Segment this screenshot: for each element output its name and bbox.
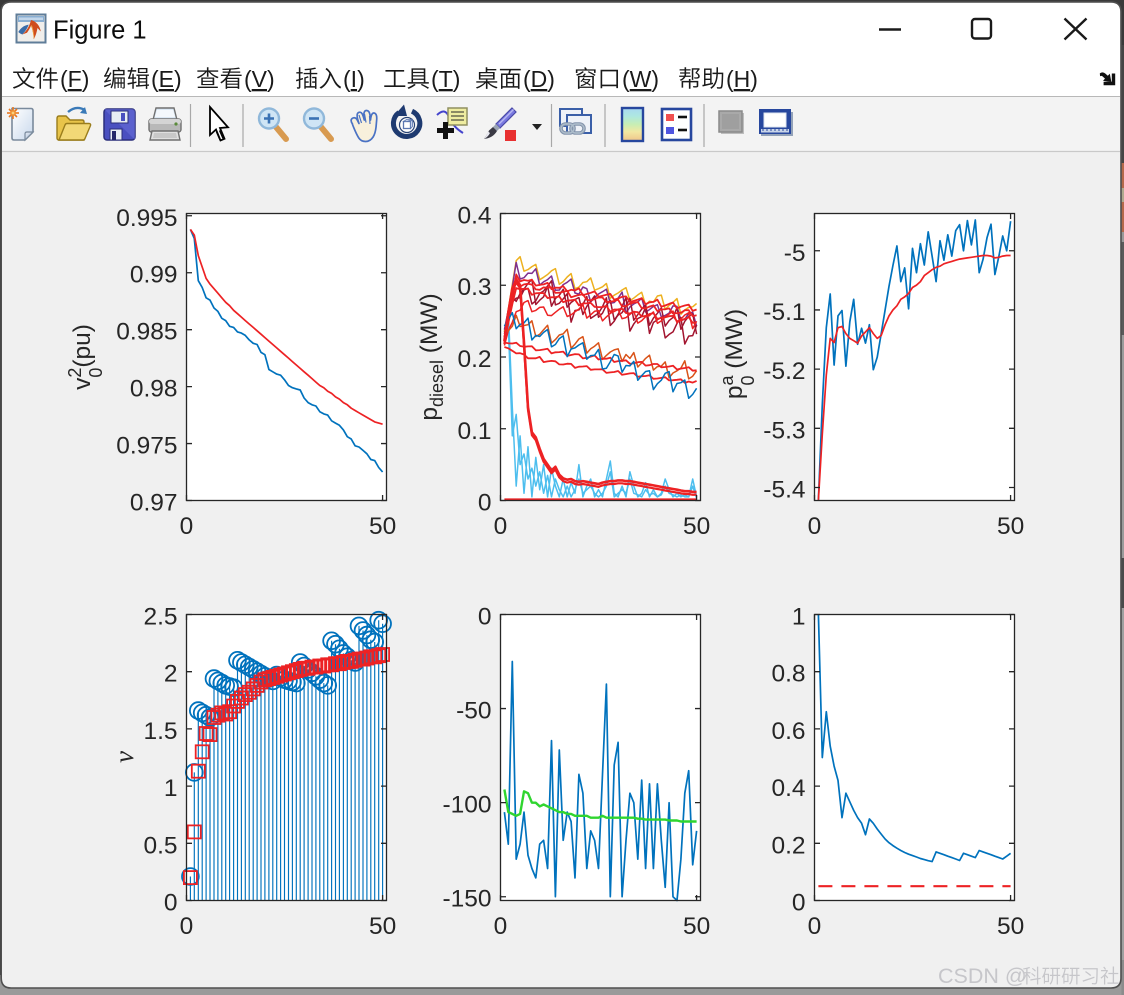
svg-text:(T): (T) [431,66,460,92]
svg-text:CSDN @: CSDN @ [938,964,1027,988]
svg-text:0: 0 [494,913,508,940]
svg-text:0.985: 0.985 [116,319,177,346]
svg-text:50: 50 [683,513,710,540]
svg-text:(E): (E) [151,66,182,92]
svg-text:0.3: 0.3 [457,274,491,301]
svg-text:0.99: 0.99 [130,262,178,289]
svg-text:0.97: 0.97 [130,490,178,517]
svg-text:0.8: 0.8 [771,661,805,688]
svg-text:0.2: 0.2 [457,346,491,373]
svg-text:Figure 1: Figure 1 [53,17,147,45]
svg-text:1: 1 [164,775,178,802]
svg-text:(V): (V) [244,66,275,92]
svg-text:-50: -50 [456,698,491,725]
svg-text:pdiesel (MW): pdiesel (MW) [416,293,447,420]
svg-text:0.2: 0.2 [771,832,805,859]
svg-text:2: 2 [164,661,178,688]
svg-text:(H): (H) [726,66,758,92]
svg-text:0.4: 0.4 [771,775,805,802]
svg-text:0.5: 0.5 [143,832,177,859]
svg-text:-5: -5 [784,240,806,267]
svg-text:-100: -100 [442,792,491,819]
svg-text:0: 0 [792,890,806,917]
svg-text:(F): (F) [60,66,89,92]
svg-text:50: 50 [369,913,396,940]
svg-text:-5.4: -5.4 [763,477,805,504]
svg-text:0: 0 [808,913,822,940]
svg-text:-150: -150 [442,886,491,913]
svg-text:0.4: 0.4 [457,203,491,230]
svg-text:0.6: 0.6 [771,718,805,745]
svg-text:0.975: 0.975 [116,433,177,460]
svg-text:0: 0 [180,513,194,540]
svg-text:-5.3: -5.3 [763,417,805,444]
svg-text:0: 0 [164,890,178,917]
svg-text:50: 50 [997,913,1024,940]
svg-text:(I): (I) [343,66,365,92]
svg-text:0: 0 [494,513,508,540]
svg-text:(W): (W) [622,66,659,92]
svg-text:(D): (D) [523,66,555,92]
svg-text:0: 0 [478,490,492,517]
svg-text:50: 50 [997,513,1024,540]
svg-text:0.995: 0.995 [116,205,177,232]
svg-text:0.98: 0.98 [130,376,178,403]
svg-text:1: 1 [792,604,806,631]
svg-text:ν: ν [109,751,139,763]
svg-text:0: 0 [180,913,194,940]
svg-text:50: 50 [369,513,396,540]
svg-text:0: 0 [808,513,822,540]
svg-text:50: 50 [683,913,710,940]
svg-text:0.1: 0.1 [457,418,491,445]
svg-text:1.5: 1.5 [143,718,177,745]
svg-text:-5.1: -5.1 [763,299,805,326]
svg-text:2.5: 2.5 [143,604,177,631]
svg-text:0: 0 [478,604,492,631]
svg-text:-5.2: -5.2 [763,358,805,385]
